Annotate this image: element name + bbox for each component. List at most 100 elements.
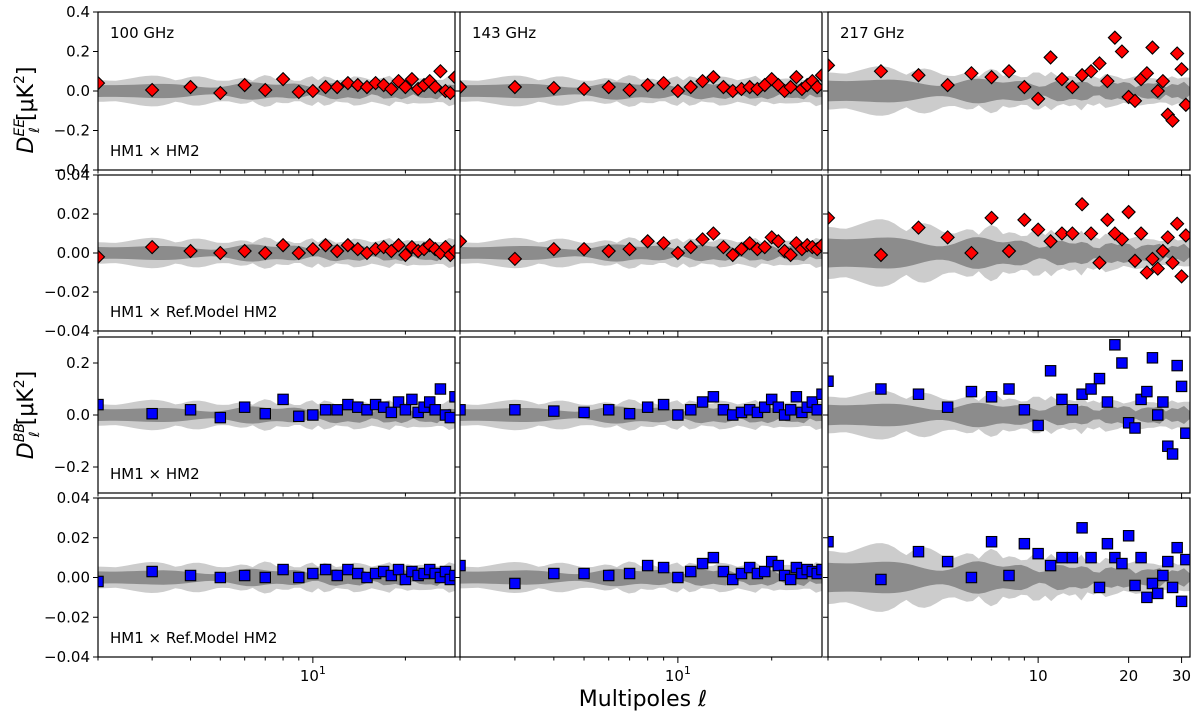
data-point: [1043, 50, 1058, 65]
data-point: [911, 67, 926, 83]
data-point: [1155, 73, 1171, 89]
data-point: [509, 404, 521, 416]
data-point: [392, 563, 405, 576]
panel-r3-c1: 101: [455, 497, 823, 685]
data-point: [399, 404, 412, 416]
inner-band: [828, 78, 1190, 104]
data-point: [1135, 551, 1147, 564]
data-point: [1166, 448, 1179, 460]
data-point: [213, 245, 228, 261]
data-point: [1093, 372, 1106, 385]
data-point: [293, 571, 305, 584]
data-point: [307, 409, 319, 421]
data-point: [941, 555, 954, 568]
data-point: [670, 83, 686, 99]
x-axis-label: Multipoles ℓ: [579, 687, 707, 712]
data-point: [98, 75, 106, 91]
data-point: [546, 80, 562, 96]
data-point: [507, 251, 523, 267]
data-point: [144, 82, 160, 98]
data-point: [329, 79, 345, 95]
data-point: [1146, 352, 1159, 364]
panel-r3-c0: −0.04 −0.02 0.00 0.02 0.04 101 HM1 × Ref.Model…: [44, 489, 456, 685]
data-point: [771, 234, 786, 249]
data-point: [398, 247, 413, 263]
data-point: [1141, 591, 1153, 604]
panel-grid: −0.4 −0.2 0.0 0.2 0.4 100 GHz HM1 × HM2 143 GHz…: [44, 3, 1191, 685]
panel-r1-c1: [455, 174, 823, 337]
data-point: [509, 577, 521, 590]
y-tick-label: −0.04: [44, 648, 90, 666]
y-tick-label: −0.04: [44, 322, 90, 340]
data-point: [548, 405, 560, 417]
data-point: [828, 375, 834, 387]
data-point: [1065, 79, 1080, 95]
data-point: [985, 535, 998, 548]
y-tick-label: 0.0: [66, 406, 90, 424]
data-point: [941, 401, 954, 413]
panel-r2-c0: −0.2 0.0 0.2 HM1 × HM2: [54, 336, 456, 499]
data-point: [1003, 383, 1015, 395]
data-point: [1044, 559, 1057, 572]
data-point: [259, 571, 271, 584]
data-point: [656, 235, 671, 251]
data-point: [1166, 581, 1179, 594]
data-point: [765, 393, 778, 406]
data-point: [602, 569, 615, 582]
data-point: [184, 404, 197, 416]
data-point: [695, 73, 710, 89]
data-point: [875, 573, 887, 586]
x-tick-label: 101: [300, 664, 326, 685]
data-point: [640, 234, 655, 249]
data-point: [1032, 547, 1044, 560]
data-point: [828, 58, 836, 73]
data-point: [1001, 63, 1017, 79]
data-point: [329, 243, 345, 259]
y-tick-label: 0.4: [66, 3, 90, 21]
frequency-label: 143 GHz: [472, 24, 536, 42]
data-point: [1129, 579, 1141, 592]
data-point: [964, 65, 979, 81]
data-point: [1114, 44, 1130, 59]
data-point: [1017, 212, 1032, 228]
data-point: [1180, 553, 1190, 566]
data-point: [672, 409, 684, 421]
data-point: [460, 559, 466, 572]
data-point: [319, 563, 332, 576]
data-point: [811, 404, 822, 416]
data-point: [1139, 265, 1155, 280]
data-point: [238, 569, 251, 582]
data-point: [384, 81, 399, 97]
data-point: [757, 239, 773, 255]
data-point: [447, 69, 455, 85]
x-tick-label: 30: [1172, 667, 1191, 685]
data-point: [1100, 73, 1115, 89]
data-point: [1180, 427, 1190, 439]
data-point: [576, 241, 592, 257]
data-point: [237, 243, 252, 259]
data-point: [656, 75, 671, 91]
data-point: [783, 79, 798, 95]
data-point: [1174, 269, 1189, 284]
data-point: [214, 571, 227, 584]
data-point: [772, 559, 785, 572]
y-tick-label: 0.2: [66, 43, 90, 61]
data-point: [259, 407, 271, 420]
data-point: [507, 79, 523, 95]
data-point: [146, 565, 158, 578]
data-point: [940, 230, 955, 245]
data-point: [1139, 65, 1155, 81]
data-point: [406, 393, 418, 406]
data-point: [735, 567, 748, 580]
data-point: [984, 69, 999, 85]
data-point: [1043, 234, 1058, 249]
data-point: [670, 245, 686, 261]
data-point: [1171, 359, 1183, 372]
data-point: [391, 237, 406, 253]
data-point: [1054, 226, 1070, 241]
data-point: [1056, 393, 1068, 406]
data-point: [548, 567, 560, 580]
data-point: [1018, 537, 1031, 550]
data-point: [695, 232, 710, 247]
data-point: [1032, 419, 1044, 432]
